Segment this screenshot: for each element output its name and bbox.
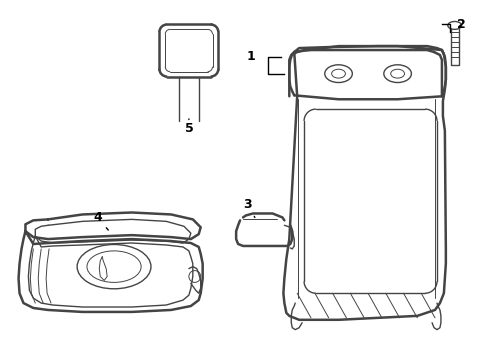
Text: 4: 4 — [93, 211, 108, 230]
Text: 3: 3 — [244, 198, 255, 217]
Text: 5: 5 — [185, 119, 193, 135]
Text: 2: 2 — [457, 18, 465, 31]
Text: 1: 1 — [246, 50, 255, 63]
